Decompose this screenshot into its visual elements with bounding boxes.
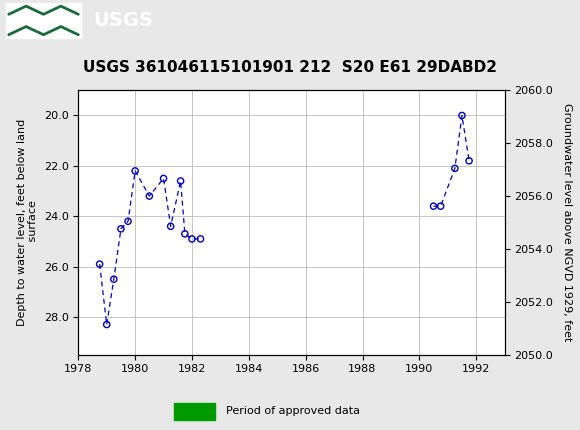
Point <box>130 167 140 174</box>
Point <box>166 223 175 230</box>
Point <box>429 203 438 209</box>
Point <box>180 230 190 237</box>
Point <box>124 218 133 225</box>
Point <box>187 236 197 243</box>
Y-axis label: Depth to water level, feet below land
 surface: Depth to water level, feet below land su… <box>17 119 38 326</box>
Bar <box>174 403 215 421</box>
Point <box>109 276 118 283</box>
Point <box>117 225 126 232</box>
Point <box>450 165 459 172</box>
Point <box>145 193 154 200</box>
Point <box>102 321 111 328</box>
Point <box>159 175 168 182</box>
Point <box>95 261 104 267</box>
Text: Period of approved data: Period of approved data <box>226 405 360 416</box>
Point <box>436 203 445 209</box>
Text: USGS 361046115101901 212  S20 E61 29DABD2: USGS 361046115101901 212 S20 E61 29DABD2 <box>83 60 497 75</box>
Point <box>465 157 474 164</box>
Text: USGS: USGS <box>93 11 153 30</box>
Bar <box>6 3 81 37</box>
Point <box>196 236 205 243</box>
Point <box>176 178 185 184</box>
Y-axis label: Groundwater level above NGVD 1929, feet: Groundwater level above NGVD 1929, feet <box>561 103 571 342</box>
Point <box>458 112 467 119</box>
